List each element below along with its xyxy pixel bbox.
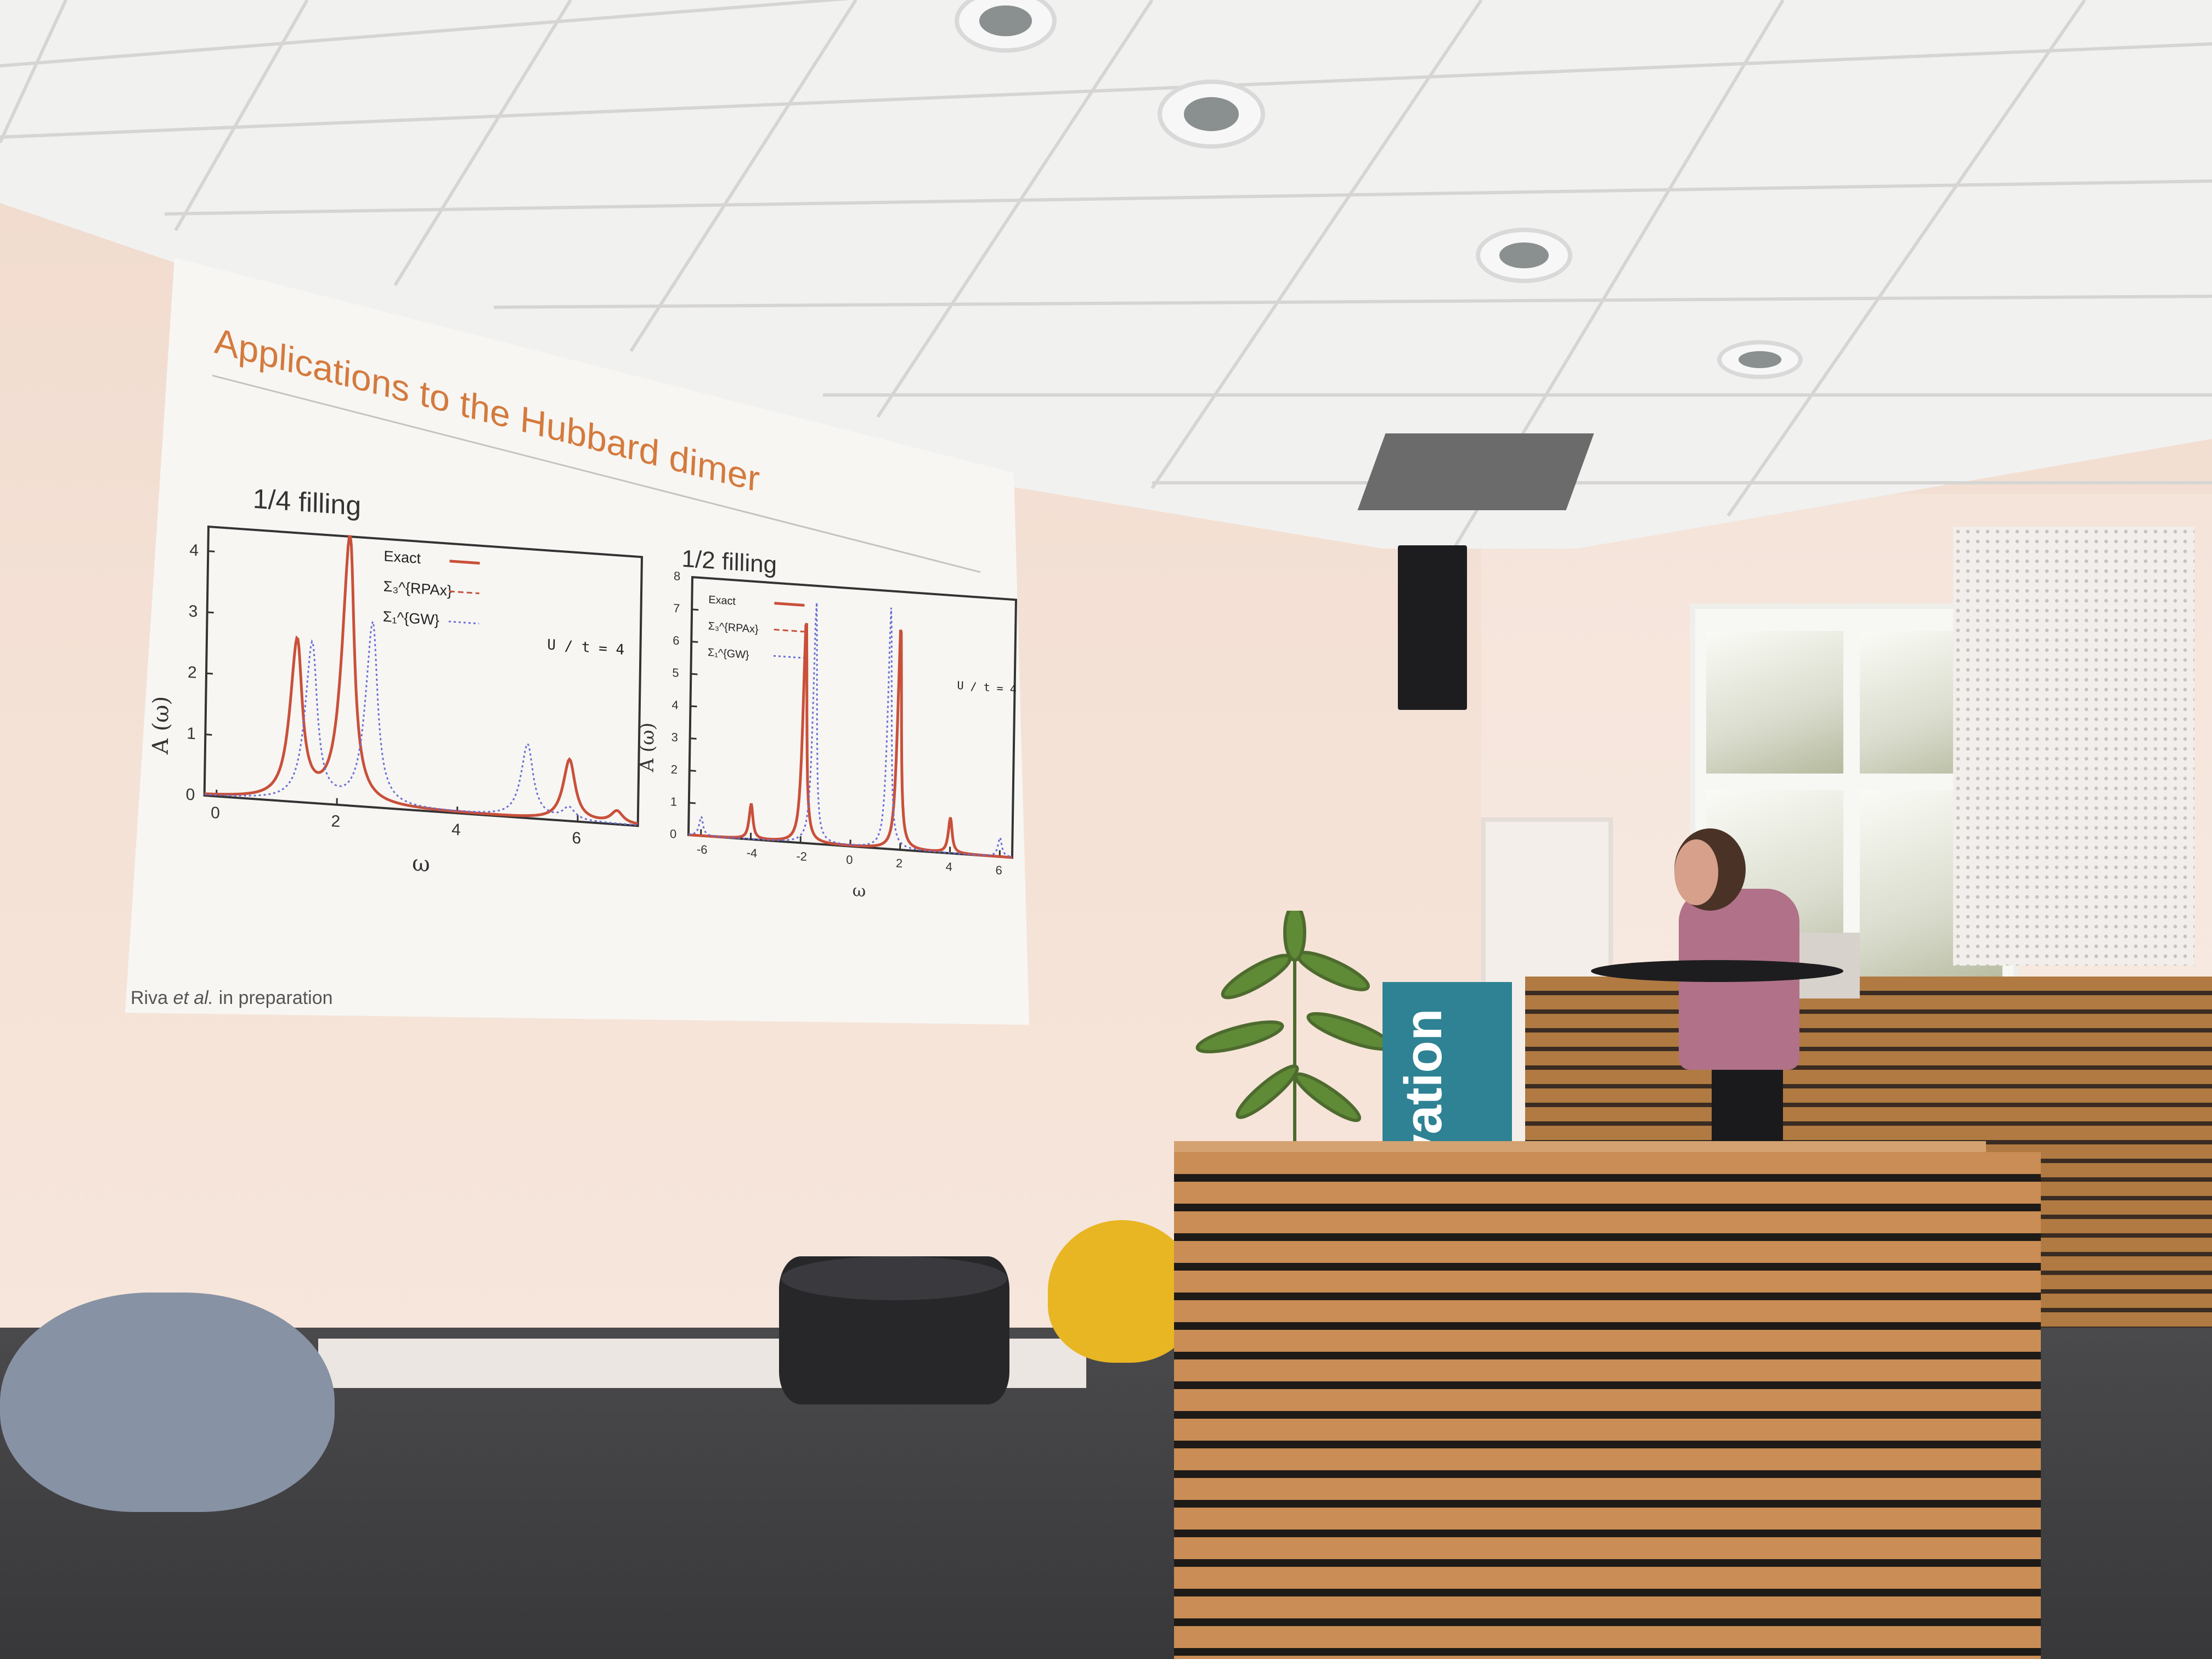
y-tick-label: 0 xyxy=(670,827,677,841)
standing-table xyxy=(1591,960,1843,982)
chart1-x-ticks: 0 2 4 6 xyxy=(211,789,581,848)
legend-entry: Exact xyxy=(383,548,421,567)
chart1-y-ticks: 0 1 2 3 4 xyxy=(185,541,215,804)
x-tick-label: 6 xyxy=(572,829,581,848)
legend-swatch xyxy=(774,629,804,633)
y-tick xyxy=(204,794,211,797)
y-tick-label: 2 xyxy=(188,663,197,682)
chart1-series xyxy=(204,535,638,826)
y-tick xyxy=(690,705,697,708)
ceiling-light xyxy=(955,0,1057,53)
x-tick-label: 0 xyxy=(211,804,220,822)
potted-plant xyxy=(1195,911,1393,1196)
chart2-y-ticks: 0 1 2 3 4 5 6 7 8 xyxy=(670,569,699,841)
series-line xyxy=(204,535,638,825)
chart2-x-ticks: -6 -4 -2 0 2 4 6 xyxy=(697,829,1002,877)
legend-swatch xyxy=(773,655,804,659)
y-tick-label: 3 xyxy=(188,602,198,621)
chart2-series xyxy=(688,602,1013,859)
black-pouf-top xyxy=(781,1256,1007,1300)
chart1-frame xyxy=(203,525,644,827)
legend-swatch xyxy=(449,590,479,595)
chart2-ylabel: A (ω) xyxy=(636,722,659,773)
series-line xyxy=(204,619,638,826)
y-tick xyxy=(206,672,213,675)
x-tick-label: 0 xyxy=(846,853,853,867)
x-tick-label: 2 xyxy=(331,812,340,831)
legend-entry: Σ₁^{GW} xyxy=(708,646,749,661)
y-tick-label: 2 xyxy=(671,762,678,776)
x-tick-label: 6 xyxy=(995,863,1002,877)
speaker-face xyxy=(1674,839,1718,905)
y-tick-label: 5 xyxy=(672,665,679,680)
ceiling xyxy=(0,0,2212,549)
legend-swatch xyxy=(448,620,479,625)
chart1-ylabel: A (ω) xyxy=(148,695,174,755)
chart2-xlabel: ω xyxy=(852,881,866,901)
legend-swatch xyxy=(774,602,805,607)
ceiling-light xyxy=(1717,340,1803,379)
x-tick-label: 4 xyxy=(946,860,953,874)
chart-half-filling: 1/2 filling 0 1 2 3 4 5 6 7 8 -6 -4 -2 0 2 4 6 A (ω) ω… xyxy=(636,545,1018,901)
y-tick-label: 0 xyxy=(185,786,195,804)
y-tick xyxy=(207,611,214,614)
x-tick-label: 4 xyxy=(452,821,461,839)
y-tick xyxy=(208,550,215,552)
chart1-xlabel: ω xyxy=(412,851,430,877)
wooden-lectern xyxy=(1174,1152,2041,1659)
legend-entry: Exact xyxy=(708,594,736,607)
title-rule xyxy=(212,375,981,573)
y-tick-label: 4 xyxy=(672,698,679,712)
grey-pouf xyxy=(0,1293,335,1512)
chart1-title: 1/4 filling xyxy=(252,483,361,522)
x-tick-label: -4 xyxy=(747,845,758,860)
x-tick-label: 2 xyxy=(896,856,903,871)
y-tick-label: 1 xyxy=(187,724,196,743)
slide-screen xyxy=(125,258,1029,1025)
x-tick-label: -6 xyxy=(697,842,708,856)
y-tick-label: 3 xyxy=(671,730,678,744)
ceiling-light xyxy=(1158,80,1265,149)
series-line xyxy=(688,623,1012,859)
acoustic-panel xyxy=(1953,527,2194,966)
chart2-title: 1/2 filling xyxy=(681,545,777,579)
yellow-pouf xyxy=(1048,1220,1196,1363)
y-tick-label: 4 xyxy=(189,541,199,560)
ceiling-light xyxy=(1476,228,1572,283)
legend-swatch xyxy=(449,560,480,565)
y-tick-label: 6 xyxy=(673,633,680,647)
y-tick-label: 1 xyxy=(670,794,678,809)
y-tick-label: 8 xyxy=(674,569,681,583)
slide-citation: Riva et al. in preparation xyxy=(131,988,333,1008)
y-tick xyxy=(690,737,697,740)
x-tick-label: -2 xyxy=(796,849,807,864)
legend-entry: Σ₁^{GW} xyxy=(383,608,439,628)
series-line xyxy=(688,602,1013,858)
y-tick xyxy=(692,576,699,579)
y-tick-label: 7 xyxy=(673,601,680,616)
loudspeaker xyxy=(1398,545,1467,710)
